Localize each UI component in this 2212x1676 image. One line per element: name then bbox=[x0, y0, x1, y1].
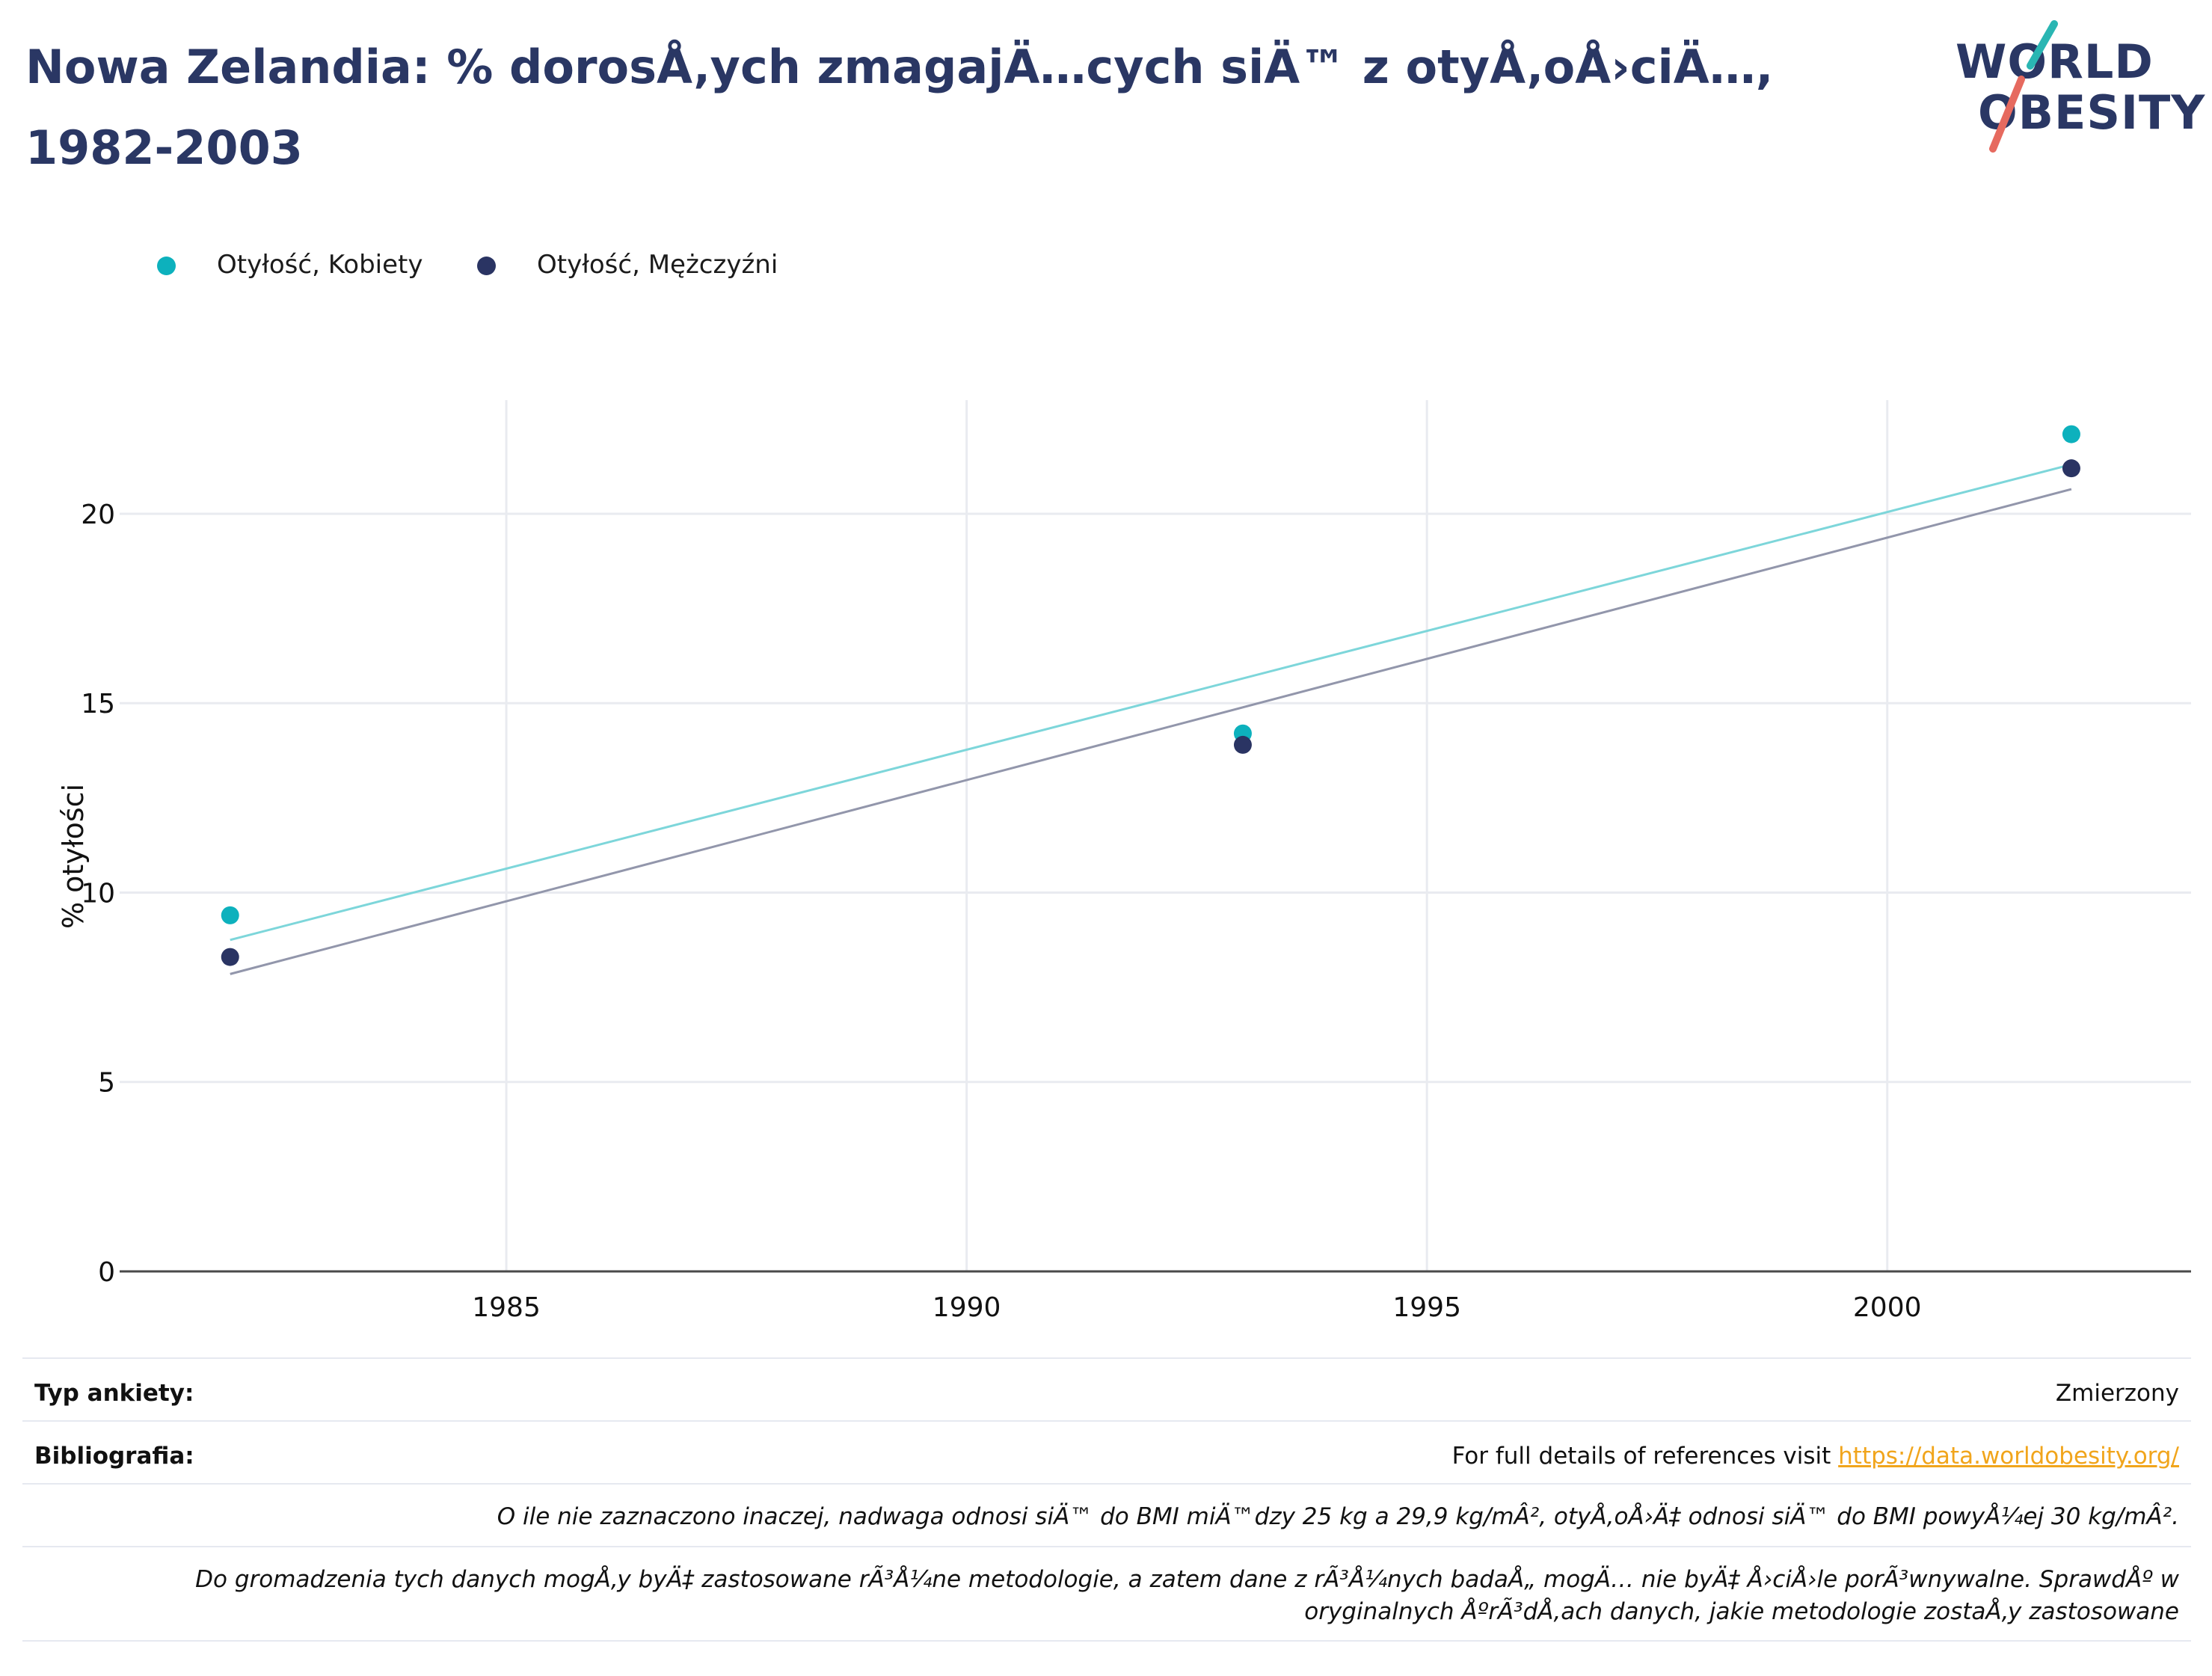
info-row-survey-type: Typ ankiety: Zmierzony bbox=[22, 1357, 2191, 1420]
survey-type-value: Zmierzony bbox=[2055, 1380, 2179, 1407]
bibliography-label: Bibliografia: bbox=[34, 1443, 194, 1470]
info-row-bibliography: Bibliografia: For full details of refere… bbox=[22, 1420, 2191, 1483]
logo-slash-icon bbox=[1989, 20, 2058, 153]
data-point bbox=[2062, 425, 2080, 443]
legend-marker-women bbox=[157, 257, 176, 275]
x-tick-label: 1995 bbox=[1392, 1292, 1461, 1323]
bibliography-link[interactable]: https://data.worldobesity.org/ bbox=[1838, 1443, 2179, 1470]
survey-type-label: Typ ankiety: bbox=[34, 1380, 194, 1407]
data-point bbox=[221, 906, 239, 924]
info-row-note-definition: O ile nie zaznaczono inaczej, nadwaga od… bbox=[22, 1483, 2191, 1546]
obesity-scatter-chart: 1985 1990 1995 2000 0 5 10 15 20 bbox=[81, 400, 2191, 1323]
bibliography-value: For full details of references visit htt… bbox=[1452, 1443, 2179, 1470]
y-tick-label: 10 bbox=[81, 878, 115, 909]
note-methodology: Do gromadzenia tych danych mogÅ‚y byÄ‡ z… bbox=[195, 1566, 2179, 1625]
data-point bbox=[1233, 735, 1252, 754]
trendline bbox=[230, 463, 2072, 942]
trendline bbox=[230, 488, 2072, 975]
logo-text-world: WORLD bbox=[1956, 34, 2154, 89]
y-tick-label: 20 bbox=[81, 500, 115, 530]
y-tick-label: 5 bbox=[98, 1068, 115, 1099]
x-tick-label: 2000 bbox=[1853, 1292, 1922, 1323]
info-table: Typ ankiety: Zmierzony Bibliografia: For… bbox=[22, 1357, 2191, 1642]
legend-label-women: Otyłość, Kobiety bbox=[217, 250, 423, 280]
y-tick-label: 15 bbox=[81, 689, 115, 719]
page-title: Nowa Zelandia: % dorosÅ‚ych zmagajÄ…cych… bbox=[25, 40, 1774, 175]
x-tick-label: 1985 bbox=[472, 1292, 541, 1323]
y-axis-label: % otyłości bbox=[57, 783, 90, 929]
data-point bbox=[221, 948, 239, 966]
data-point bbox=[2062, 459, 2080, 478]
legend-marker-men bbox=[477, 257, 496, 275]
bibliography-text: For full details of references visit bbox=[1451, 1443, 1839, 1470]
legend-label-men: Otyłość, Mężczyźni bbox=[537, 250, 778, 280]
x-tick-label: 1990 bbox=[933, 1292, 1001, 1323]
world-obesity-logo: WORLD OBESITY bbox=[1956, 19, 2205, 162]
note-definition: O ile nie zaznaczono inaczej, nadwaga od… bbox=[497, 1503, 2179, 1530]
info-row-note-methodology: Do gromadzenia tych danych mogÅ‚y byÄ‡ z… bbox=[22, 1546, 2191, 1642]
y-tick-label: 0 bbox=[98, 1257, 115, 1288]
